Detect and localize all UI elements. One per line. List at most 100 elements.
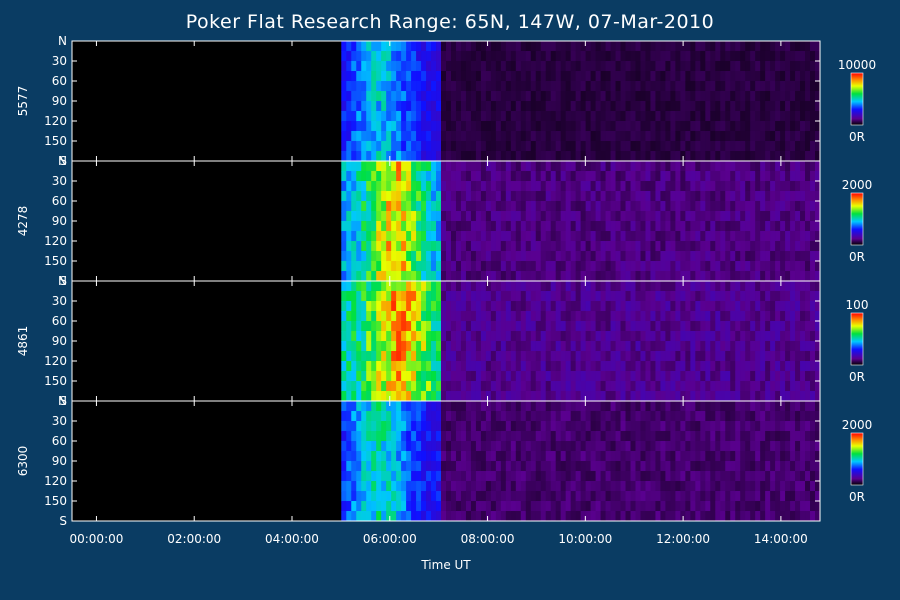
heatmap-cell	[411, 51, 417, 62]
heatmap-cell	[635, 61, 641, 72]
heatmap-cell	[530, 71, 537, 82]
heatmap-cell	[421, 181, 427, 192]
heatmap-cell	[685, 451, 691, 462]
heatmap-cell	[815, 431, 821, 442]
heatmap-cell	[361, 251, 367, 262]
heatmap-cell	[585, 421, 592, 432]
heatmap-cell	[730, 461, 736, 472]
heatmap-cell	[361, 381, 367, 392]
heatmap-cell	[725, 151, 731, 162]
heatmap-cell	[436, 191, 442, 202]
heatmap-cell	[715, 201, 721, 212]
y-tick-label: 30	[52, 54, 67, 68]
heatmap-cell	[815, 111, 821, 122]
heatmap-cell	[351, 291, 357, 302]
heatmap-cell	[690, 231, 696, 242]
heatmap-cell	[490, 491, 497, 502]
heatmap-cell	[650, 361, 656, 372]
heatmap-cell	[635, 261, 641, 272]
heatmap-cell	[570, 441, 577, 452]
heatmap-cell	[600, 161, 606, 172]
heatmap-cell	[441, 71, 447, 82]
heatmap-cell	[770, 81, 776, 92]
heatmap-cell	[630, 261, 636, 272]
heatmap-cell	[411, 361, 417, 372]
heatmap-cell	[615, 231, 621, 242]
heatmap-cell	[381, 481, 387, 492]
heatmap-cell	[765, 431, 771, 442]
heatmap-cell	[396, 191, 402, 202]
heatmap-cell	[680, 41, 686, 52]
heatmap-cell	[785, 131, 791, 142]
heatmap-cell	[685, 361, 691, 372]
heatmap-cell	[775, 421, 781, 432]
heatmap-cell	[775, 211, 781, 222]
heatmap-cell	[625, 101, 631, 112]
heatmap-cell	[441, 161, 447, 172]
heatmap-cell	[406, 421, 412, 432]
heatmap-cell	[645, 371, 651, 382]
heatmap-cell	[715, 311, 721, 322]
heatmap-cell	[655, 491, 661, 502]
heatmap-cell	[745, 221, 751, 232]
heatmap-cell	[441, 481, 447, 492]
heatmap-cell	[610, 491, 616, 502]
heatmap-cell	[505, 171, 512, 182]
heatmap-cell	[700, 331, 706, 342]
heatmap-cell	[570, 311, 577, 322]
heatmap-cell	[745, 71, 751, 82]
heatmap-cell	[386, 471, 392, 482]
heatmap-cell	[650, 461, 656, 472]
heatmap-cell	[800, 241, 806, 252]
heatmap-cell	[450, 121, 457, 132]
heatmap-cell	[680, 181, 686, 192]
heatmap-cell	[790, 331, 796, 342]
heatmap-cell	[560, 41, 567, 52]
heatmap-cell	[580, 111, 587, 122]
heatmap-cell	[401, 291, 407, 302]
heatmap-cell	[725, 141, 731, 152]
heatmap-cell	[520, 481, 527, 492]
heatmap-cell	[426, 501, 432, 512]
heatmap-cell	[411, 131, 417, 142]
heatmap-cell	[735, 341, 741, 352]
heatmap-cell	[740, 441, 746, 452]
heatmap-cell	[760, 41, 766, 52]
heatmap-cell	[396, 331, 402, 342]
heatmap-cell	[750, 171, 756, 182]
heatmap-cell	[396, 71, 402, 82]
heatmap-cell	[770, 481, 776, 492]
heatmap-cell	[660, 461, 666, 472]
heatmap-cell	[371, 211, 377, 222]
heatmap-cell	[800, 431, 806, 442]
heatmap-cell	[525, 81, 532, 92]
heatmap-cell	[715, 281, 721, 292]
heatmap-cell	[406, 201, 412, 212]
heatmap-cell	[346, 501, 352, 512]
heatmap-cell	[406, 431, 412, 442]
heatmap-cell	[795, 471, 801, 482]
heatmap-cell	[605, 361, 611, 372]
heatmap-cell	[441, 171, 447, 182]
heatmap-cell	[495, 61, 502, 72]
heatmap-cell	[431, 321, 437, 332]
heatmap-cell	[740, 41, 746, 52]
heatmap-cell	[600, 441, 606, 452]
heatmap-cell	[725, 161, 731, 172]
heatmap-cell	[610, 121, 616, 132]
heatmap-cell	[485, 421, 492, 432]
heatmap-cell	[381, 141, 387, 152]
heatmap-cell	[745, 501, 751, 512]
heatmap-cell	[570, 471, 577, 482]
heatmap-cell	[765, 241, 771, 252]
panel-wavelength-label: 4278	[16, 206, 30, 237]
heatmap-cell	[720, 51, 726, 62]
heatmap-cell	[650, 131, 656, 142]
heatmap-cell	[560, 61, 567, 72]
heatmap-cell	[510, 121, 517, 132]
heatmap-cell	[780, 381, 786, 392]
heatmap-cell	[535, 101, 542, 112]
heatmap-cell	[560, 501, 567, 512]
heatmap-cell	[450, 401, 457, 412]
heatmap-cell	[610, 191, 616, 202]
